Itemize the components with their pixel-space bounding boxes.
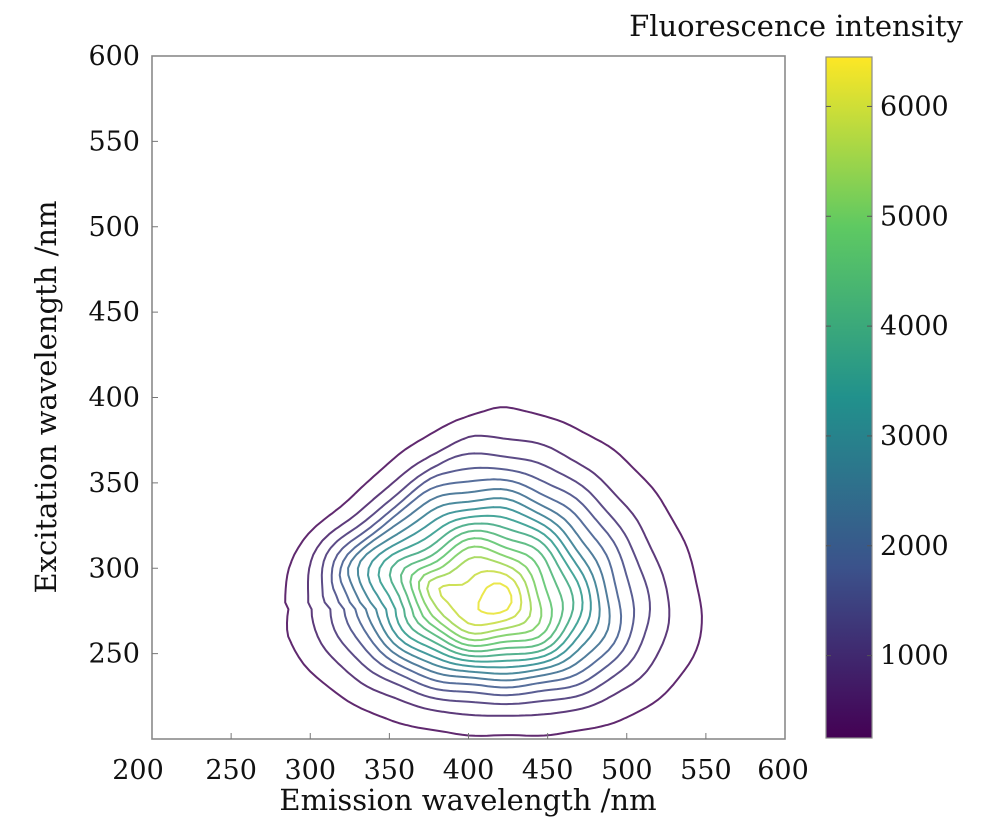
contour-line [377, 514, 584, 663]
contour-line [330, 466, 636, 697]
x-tick-label: 550 [680, 755, 732, 786]
y-axis-label: Excitation wavelength /nm [29, 200, 63, 593]
contour-lines [284, 406, 703, 737]
colorbar [825, 56, 873, 739]
x-tick-label: 250 [205, 755, 257, 786]
colorbar-tick-label: 3000 [880, 421, 949, 452]
contour-line [284, 406, 703, 737]
contour-line [356, 497, 601, 675]
colorbar-ticks: 1000 2000 3000 4000 5000 6000 [826, 91, 949, 672]
contour-line [409, 537, 553, 647]
contour-line [418, 545, 543, 642]
contour-line [367, 506, 592, 669]
contour-line [477, 582, 513, 615]
x-tick-label: 450 [522, 755, 574, 786]
colorbar-tick-label: 2000 [880, 531, 949, 562]
y-axis-ticks: 250 300 350 400 450 500 550 600 [88, 41, 158, 670]
x-tick-label: 200 [112, 755, 164, 786]
y-tick-label: 450 [88, 297, 140, 328]
colorbar-tick-label: 1000 [880, 641, 949, 672]
contour-line [347, 488, 611, 682]
x-tick-label: 400 [443, 755, 495, 786]
colorbar-tick-label: 5000 [880, 201, 949, 232]
x-tick-label: 600 [757, 755, 809, 786]
x-tick-label: 300 [284, 755, 336, 786]
contour-line [320, 452, 651, 706]
x-tick-label: 500 [601, 755, 653, 786]
contour-line [400, 529, 564, 653]
contour-line [388, 522, 575, 658]
plot-area [151, 55, 786, 740]
x-axis-label: Emission wavelength /nm [279, 783, 656, 817]
contour-line [438, 570, 523, 627]
y-tick-label: 550 [88, 126, 140, 157]
y-tick-label: 250 [88, 639, 140, 670]
colorbar-tick-label: 4000 [880, 311, 949, 342]
colorbar-tick-label: 6000 [880, 91, 949, 122]
contour-line [338, 478, 623, 689]
y-tick-label: 350 [88, 468, 140, 499]
y-tick-label: 300 [88, 553, 140, 584]
contour-line [426, 556, 532, 635]
x-tick-label: 350 [364, 755, 416, 786]
y-tick-label: 500 [88, 212, 140, 243]
y-tick-label: 600 [88, 41, 140, 72]
contour-line [307, 434, 671, 717]
y-tick-label: 400 [88, 383, 140, 414]
x-axis-ticks: 200 250 300 350 400 450 500 550 600 [112, 733, 809, 786]
colorbar-title: Fluorescence intensity [629, 9, 963, 43]
